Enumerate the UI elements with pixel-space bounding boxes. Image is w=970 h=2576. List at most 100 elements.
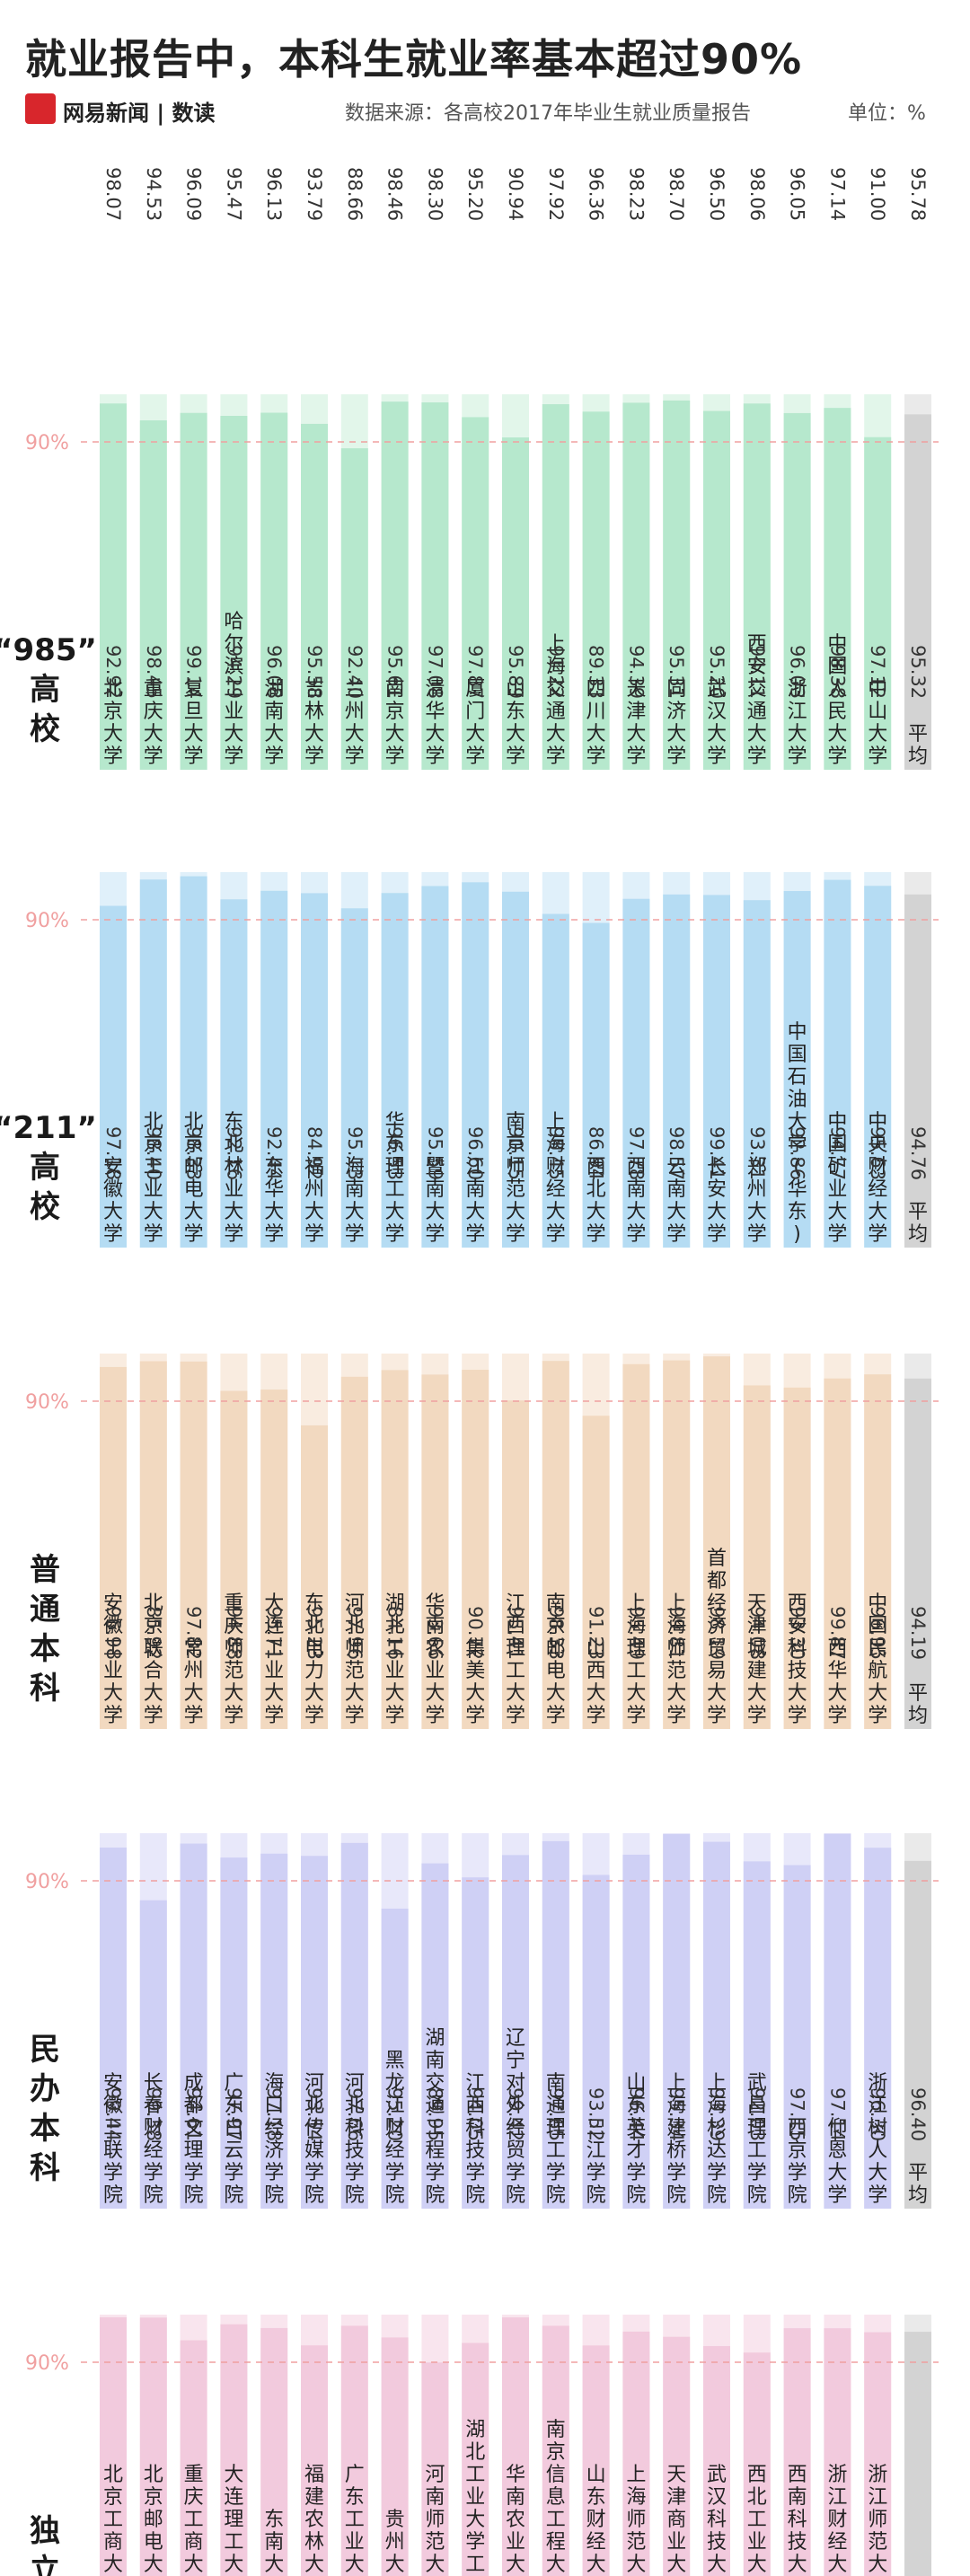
reference-label: 90%	[25, 432, 69, 454]
bar	[582, 1875, 610, 2209]
category-label: 重庆大学	[144, 678, 163, 768]
bar	[622, 1363, 650, 1729]
average-bar	[904, 414, 931, 770]
value-label: 93.79	[304, 167, 325, 221]
category-label: 辽宁对外经贸学院	[506, 2027, 525, 2207]
average-label: 平均	[908, 723, 928, 768]
value-label: 91.00	[867, 167, 888, 221]
value-label: 96.05	[787, 167, 808, 221]
bar	[220, 899, 248, 1248]
bar	[220, 1857, 248, 2209]
bar	[824, 1378, 851, 1729]
bar	[864, 2332, 892, 2576]
value-label: 98.45	[545, 1126, 567, 1180]
category-label: 武汉科技大学城市学院	[707, 2464, 727, 2576]
category-label: 福建农林大学东方学院	[304, 2464, 324, 2576]
category-label: 河北科技学院	[345, 2072, 365, 2207]
value-label: 96.36	[586, 167, 607, 221]
value-label: 92.44	[263, 1126, 285, 1180]
value-label: 97.65	[545, 2087, 567, 2141]
value-label: 94.11	[746, 645, 768, 699]
value-label: 98.23	[625, 167, 647, 221]
bar	[783, 412, 811, 770]
category-label: 兰州大学	[345, 678, 365, 768]
category-label: 山东财经大学东方学院	[586, 2464, 606, 2576]
category-label: 首都经济贸易大学	[707, 1548, 727, 1727]
bar	[864, 1848, 892, 2209]
value-label: 84.16	[384, 1606, 406, 1660]
bar	[301, 423, 328, 770]
bar	[421, 1374, 449, 1729]
value-label: 97.14	[826, 2087, 848, 2141]
category-label: 南京师范大学	[506, 1111, 525, 1246]
category-label: 东北林业大学	[224, 1111, 243, 1246]
category-label: 南京信息工程大学滨江学院	[546, 2419, 566, 2576]
category-label: 中国民航大学	[868, 1592, 887, 1727]
bar	[301, 2345, 328, 2576]
bar	[743, 1861, 771, 2209]
category-label: 南通理工学院	[546, 2072, 566, 2207]
bar	[663, 2336, 691, 2576]
category-label: 山东大学	[506, 678, 525, 768]
bar	[220, 2324, 248, 2576]
value-label: 94.05	[464, 2087, 486, 2141]
category-label: 上海师范大学	[666, 1592, 686, 1727]
value-label: 96.44	[625, 2087, 647, 2141]
brand-label: 网易新闻 | 数读	[63, 101, 216, 126]
value-label: 95.41	[505, 1606, 526, 1660]
average-bar	[904, 894, 931, 1248]
category-label: 武昌理工学院	[747, 2072, 767, 2207]
bar	[139, 1900, 167, 2209]
bar	[260, 1389, 288, 1729]
chart-section-2: “211”高校 90% 92.92 安徽大学 98.45 北京工业大学 99.14 北京邮电大…	[0, 645, 939, 1248]
value-label: 95.78	[907, 167, 929, 221]
bar	[663, 1834, 691, 2209]
value-label: 94.76	[907, 1126, 929, 1180]
netease-logo-icon	[25, 93, 56, 124]
category-label: 天津大学	[626, 678, 646, 768]
category-label: 广东工业大学华立学院	[345, 2464, 365, 2576]
category-label: 西北大学	[586, 1156, 606, 1246]
category-label: 同济大学	[666, 678, 686, 768]
category-label: 上海建桥学院	[666, 2072, 686, 2207]
value-label: 98.33	[545, 1606, 567, 1660]
chart-section-1: “985”高校 90% 98.07 北京大学 94.53 重庆大学 96.09 复旦大学 95.…	[0, 167, 939, 770]
category-label: 浙江树人大学	[868, 2072, 887, 2207]
value-label: 89.33	[586, 645, 607, 699]
bar	[663, 1360, 691, 1729]
category-label: 云南大学	[666, 1156, 686, 1246]
bar	[703, 1841, 730, 2209]
category-label: 长安大学	[707, 1156, 727, 1246]
value-label: 96.09	[183, 167, 205, 221]
category-label: 浙江大学	[788, 678, 807, 768]
bar	[622, 2331, 650, 2576]
value-label: 98.40	[143, 1126, 164, 1180]
bar	[502, 891, 529, 1248]
category-label: 西安科技大学	[788, 1592, 807, 1727]
value-label: 97.87	[464, 645, 486, 699]
value-label: 94.61	[183, 2087, 205, 2141]
value-label: 98.38	[826, 645, 848, 699]
bar	[824, 1833, 851, 2209]
value-label: 95.58	[304, 645, 325, 699]
bar	[743, 900, 771, 1248]
value-label: 98.46	[384, 167, 406, 221]
category-label: 南京邮电大学	[546, 1592, 566, 1727]
category-label: 浙江师范大学行知学院	[868, 2464, 887, 2576]
bar	[180, 876, 207, 1248]
category-label: 西华大学	[827, 1637, 847, 1727]
category-label: 常州大学	[184, 1637, 204, 1727]
value-label: 93.39	[706, 2087, 728, 2141]
value-label: 90.72	[464, 1606, 486, 1660]
value-label: 93.66	[424, 1606, 445, 1660]
category-label: 海口经济学院	[264, 2072, 284, 2207]
value-label: 90.94	[505, 167, 526, 221]
value-label: 95.59	[424, 1126, 445, 1180]
value-label: 92.16	[223, 1126, 244, 1180]
average-bar	[904, 1378, 931, 1729]
value-label: 99.14	[183, 645, 205, 699]
value-label: 96.40	[907, 2087, 929, 2141]
value-label: 94.53	[143, 167, 164, 221]
bar	[100, 1366, 127, 1729]
